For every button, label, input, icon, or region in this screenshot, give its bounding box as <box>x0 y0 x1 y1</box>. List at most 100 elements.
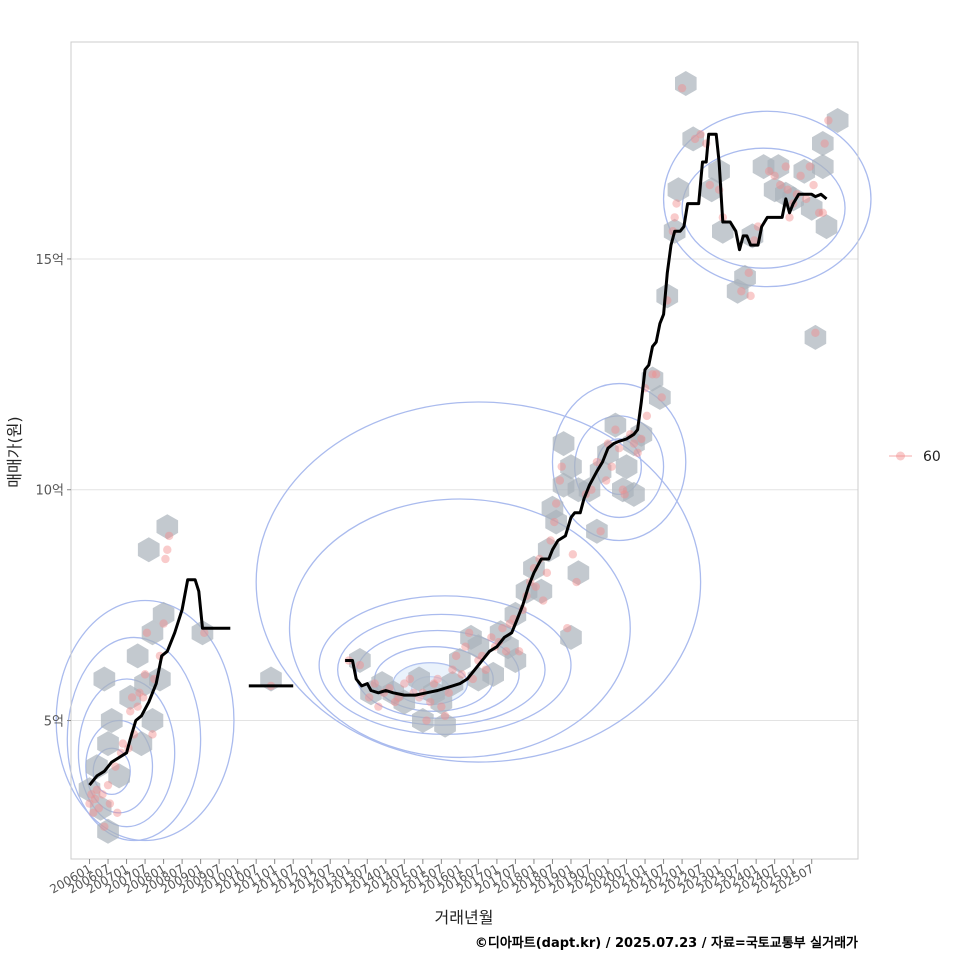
data-point <box>127 693 137 702</box>
hexbin-cell <box>812 154 834 180</box>
hexbin-cell <box>78 777 101 803</box>
data-point <box>139 693 148 702</box>
data-point <box>672 199 681 208</box>
hexbin-cell <box>812 131 834 156</box>
data-point <box>481 665 490 674</box>
data-point <box>370 679 379 688</box>
hexbin-cell <box>482 661 504 687</box>
hexbin-cell <box>700 177 723 203</box>
data-point <box>618 485 628 494</box>
data-point <box>555 476 565 485</box>
data-point <box>814 208 824 217</box>
data-point <box>148 730 157 739</box>
data-point <box>440 711 450 721</box>
data-point <box>744 268 753 277</box>
data-point <box>531 582 540 591</box>
y-axis: 5억 10억 15억 <box>35 253 71 730</box>
hexbin-cell <box>560 454 582 480</box>
data-point <box>105 799 115 808</box>
data-point <box>750 236 759 245</box>
hexbin-cell <box>191 620 214 646</box>
data-point <box>572 577 581 587</box>
data-point <box>785 213 794 222</box>
data-point <box>200 628 209 638</box>
data-point <box>696 130 705 139</box>
density-contour <box>681 147 846 269</box>
hexbin-cell <box>408 666 430 692</box>
plot-border <box>70 41 859 860</box>
hexbin-cell <box>412 708 434 733</box>
data-point <box>764 167 774 176</box>
hexbin-cell <box>108 763 130 789</box>
density-contour <box>66 636 202 842</box>
hexbin-cell <box>137 537 160 563</box>
data-point <box>611 425 620 434</box>
hexbin-cell <box>126 643 149 669</box>
data-point <box>164 531 174 541</box>
data-point <box>770 171 779 181</box>
hexbin-cell <box>712 218 734 244</box>
data-point <box>405 674 415 684</box>
hexbin-cell <box>804 324 827 350</box>
data-point <box>437 702 446 711</box>
hexbin-cell <box>93 666 116 692</box>
hexbin-cell <box>541 495 564 521</box>
data-point <box>796 171 805 181</box>
data-point <box>433 674 442 684</box>
data-point <box>648 370 657 379</box>
hexbin-cell <box>649 384 671 410</box>
data-point <box>400 679 409 688</box>
hexbin-cell <box>793 158 816 184</box>
hexbin-cell <box>567 560 590 586</box>
data-point <box>592 457 602 467</box>
hexbin-cell <box>604 412 627 438</box>
data-point <box>568 550 578 559</box>
hexbin-cell <box>141 708 164 733</box>
data-point <box>563 624 572 633</box>
data-point <box>557 462 566 471</box>
hexbin-cell <box>826 108 849 133</box>
legend-point <box>896 451 905 461</box>
data-point <box>783 185 792 194</box>
data-point <box>776 180 785 190</box>
hexbin-cell <box>89 795 112 821</box>
data-point <box>607 462 616 471</box>
data-point <box>444 688 453 698</box>
data-point <box>161 554 170 564</box>
data-point <box>103 780 113 790</box>
hexbin-cell <box>560 624 582 650</box>
data-point <box>505 619 515 628</box>
data-point <box>390 697 400 707</box>
data-point <box>551 499 561 508</box>
data-point <box>142 628 152 638</box>
trend-line-segment <box>345 132 828 697</box>
data-point <box>642 411 652 421</box>
hexbin-cell <box>97 731 119 757</box>
hexbin-cell <box>130 731 153 757</box>
hexbin-cell <box>552 431 575 457</box>
data-point <box>126 707 135 716</box>
data-point <box>92 785 102 794</box>
data-point <box>811 328 820 337</box>
data-point <box>87 790 96 799</box>
legend-label: 60 <box>923 449 941 465</box>
data-point <box>464 628 474 638</box>
data-point <box>824 116 833 125</box>
data-point <box>140 670 150 679</box>
data-point <box>457 670 466 679</box>
data-point <box>805 162 815 171</box>
density-contour <box>255 401 702 763</box>
data-point <box>539 596 548 605</box>
data-point <box>601 476 611 485</box>
hexbin-cell <box>119 684 142 710</box>
hexbin-cell <box>434 712 456 738</box>
hexbin-cell <box>800 195 823 221</box>
data-point <box>651 370 661 379</box>
data-point <box>809 180 818 190</box>
trend-line <box>88 132 828 787</box>
data-point <box>355 660 365 670</box>
hexbin-cell <box>630 421 653 447</box>
hexbin-cell <box>467 634 490 660</box>
